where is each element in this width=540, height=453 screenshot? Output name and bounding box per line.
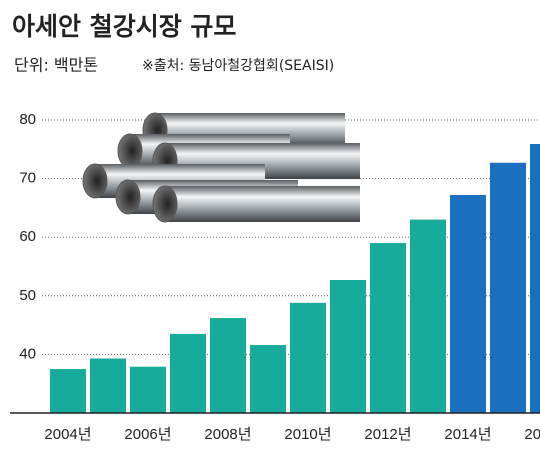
pipe-illustration (82, 112, 360, 223)
x-tick-label: 2008년 (204, 426, 251, 443)
bar (370, 243, 406, 413)
y-tick-label: 70 (19, 170, 36, 187)
bar (90, 358, 126, 413)
bar (130, 366, 166, 413)
bar (490, 162, 526, 413)
x-tick-label: 2006년 (124, 426, 171, 443)
x-tick-label: 2012년 (364, 426, 411, 443)
bar (290, 302, 326, 413)
bar (50, 369, 86, 413)
bar (170, 333, 206, 413)
bar (410, 219, 446, 413)
y-tick-label: 60 (19, 228, 36, 245)
bar (330, 279, 366, 413)
x-tick-label: 2016년 (524, 426, 540, 443)
subtitle: 단위: 백만톤 (14, 56, 98, 75)
x-tick-label: 2010년 (284, 426, 331, 443)
y-tick-label: 40 (19, 345, 36, 362)
bar (250, 345, 286, 413)
source: ※출처: 동남아철강협회(SEAISI) (142, 58, 334, 74)
chart-title: 아세안 철강시장 규모 (12, 12, 236, 41)
x-tick-label: 2004년 (44, 426, 91, 443)
bar (210, 318, 246, 413)
y-tick-label: 50 (19, 287, 36, 304)
bar (530, 144, 540, 413)
y-tick-label: 80 (19, 111, 36, 128)
bar (450, 195, 486, 413)
x-tick-label: 2014년 (444, 426, 491, 443)
